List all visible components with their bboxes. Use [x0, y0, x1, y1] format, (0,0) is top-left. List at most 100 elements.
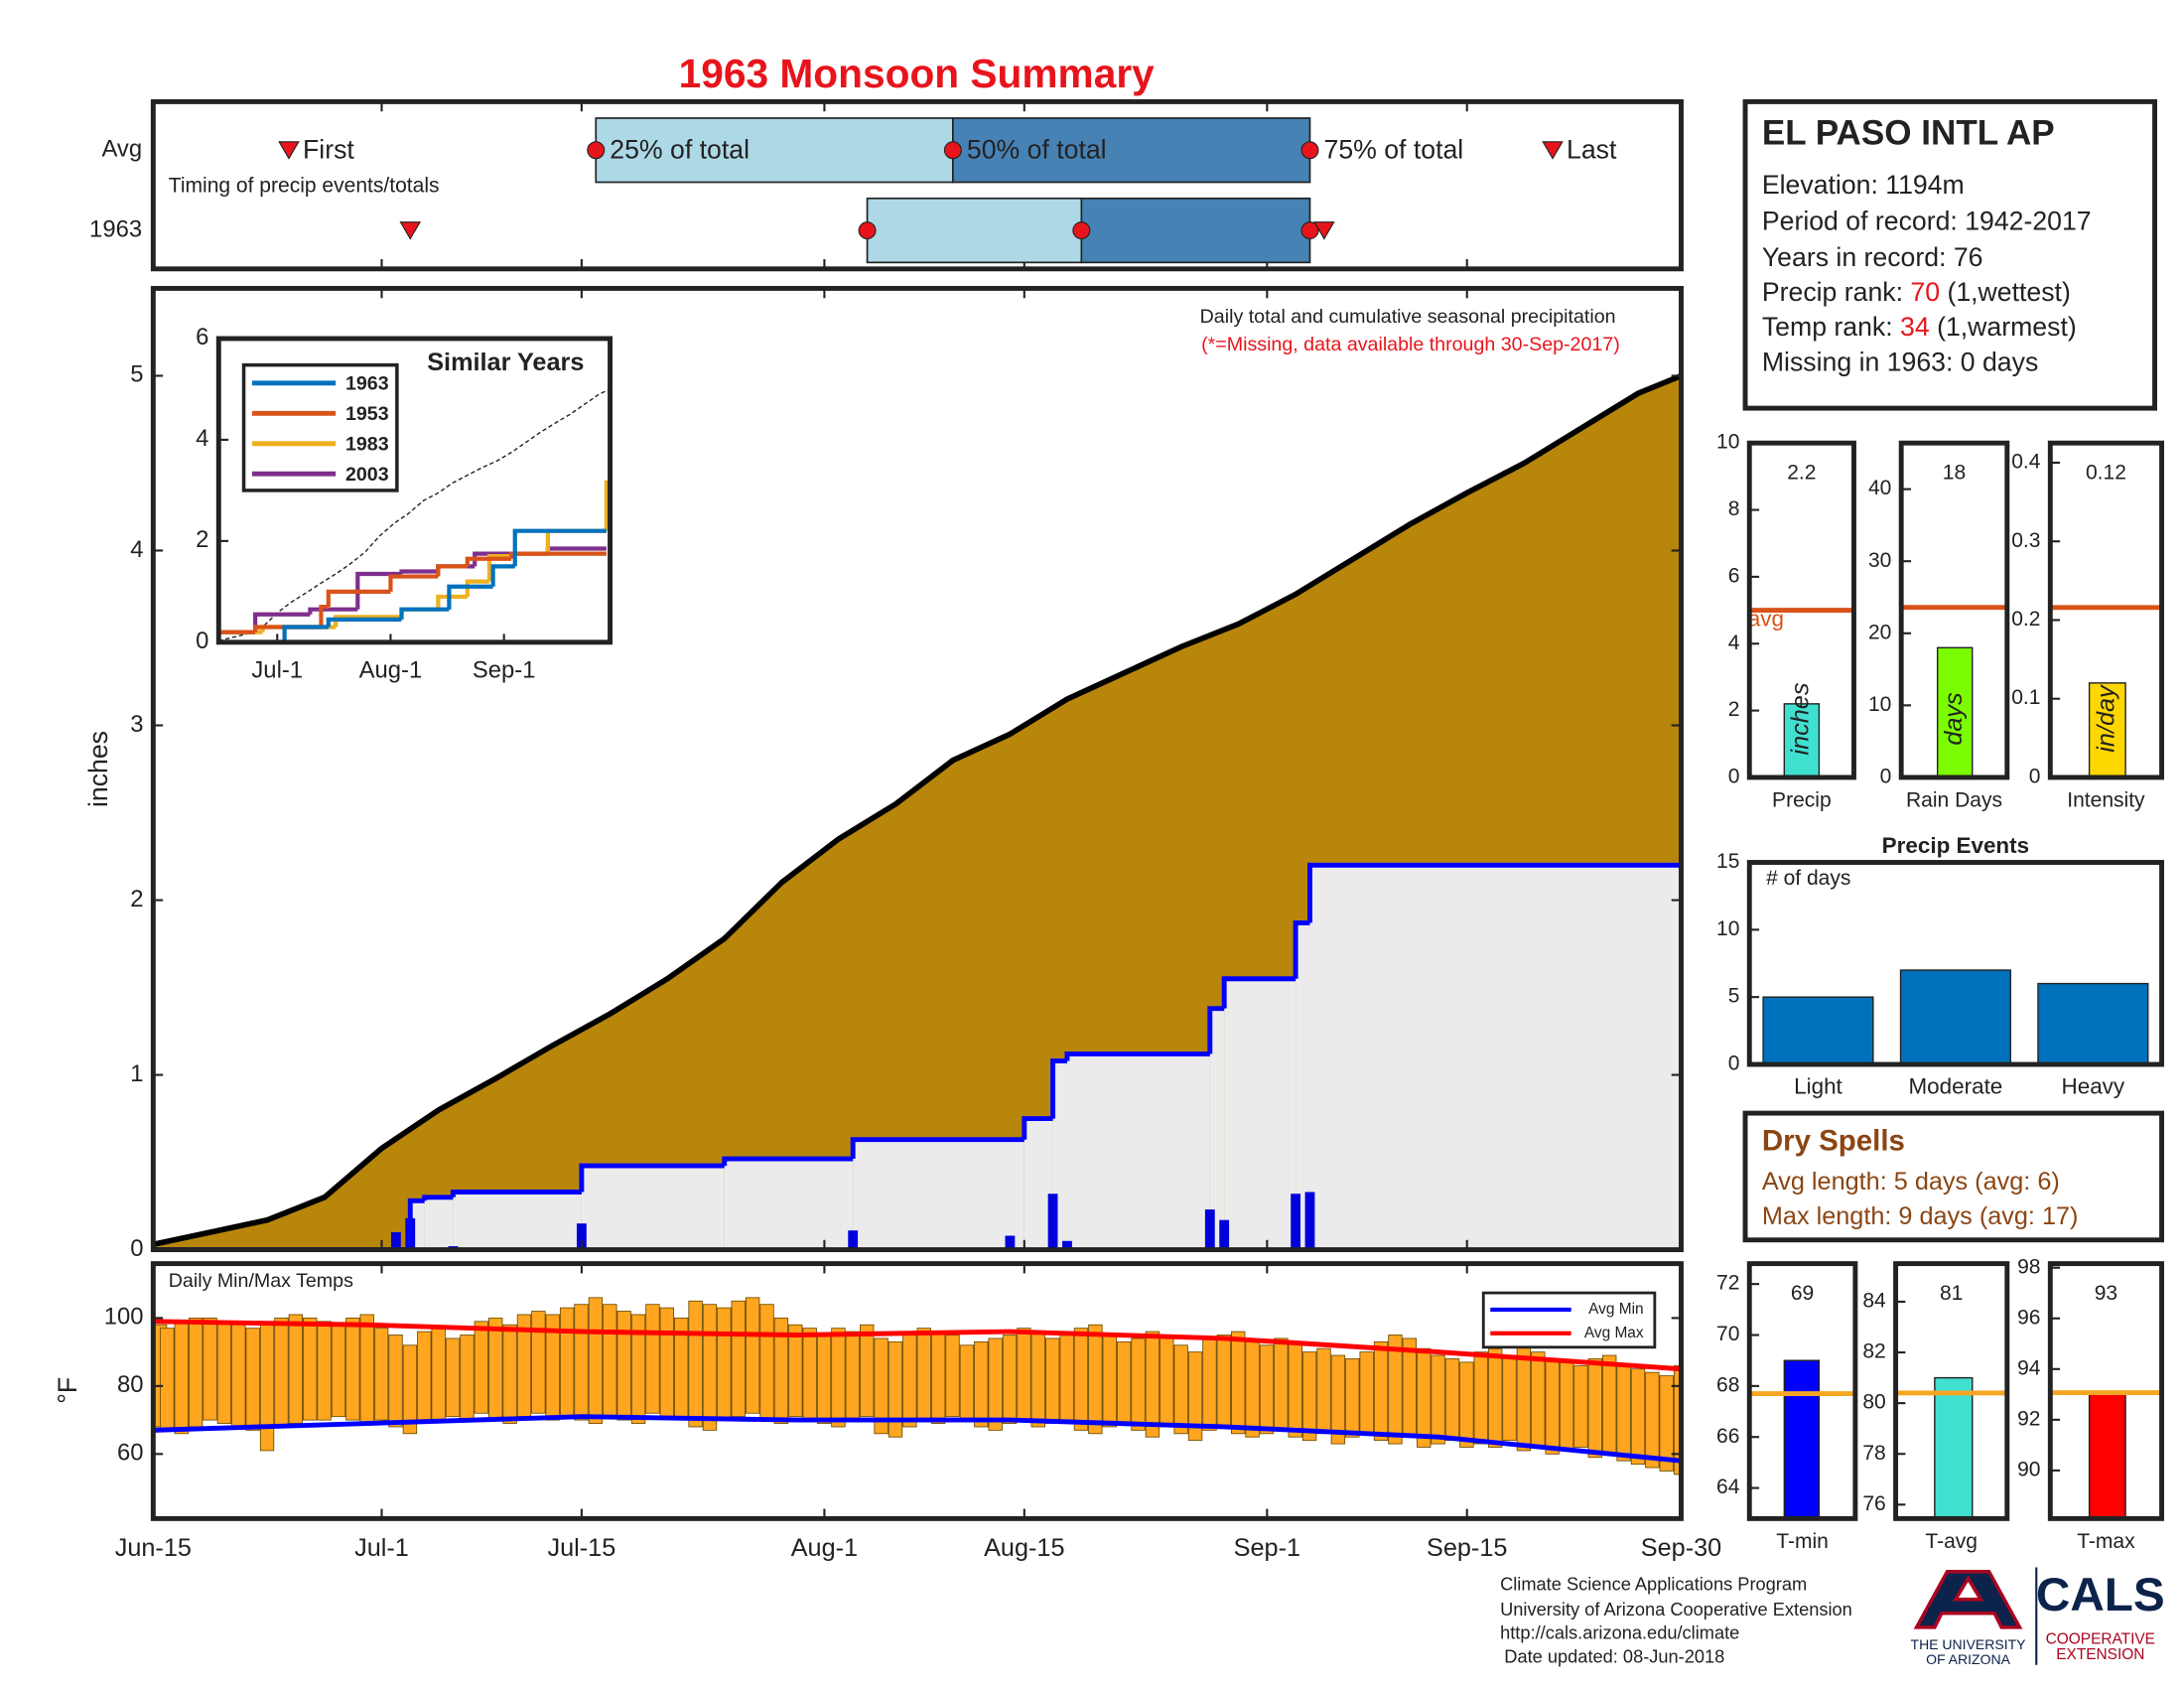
daily-bar	[1005, 1235, 1016, 1250]
inset-line	[319, 605, 329, 628]
station-line: Elevation: 1194m	[1762, 170, 1965, 200]
chart-title: Precip Events	[1882, 833, 2029, 858]
bar-label: inches	[1787, 682, 1815, 755]
panel-frame	[1746, 1261, 1858, 1521]
y-tick-label: 100	[104, 1304, 144, 1331]
observed-line	[1307, 862, 1682, 923]
inset-line	[508, 551, 607, 559]
observed-area	[424, 1196, 454, 1250]
x-tick-label: Jul-15	[547, 1534, 615, 1562]
timing-span	[866, 197, 1083, 264]
avg-line	[152, 372, 1683, 1248]
y-tick-label: 68	[1716, 1373, 1739, 1396]
y-tick-label: 78	[1862, 1442, 1885, 1465]
panel-frame	[215, 336, 613, 645]
panel-frame	[150, 1261, 1684, 1521]
temp-rank: Temp rank: 34 (1,warmest)	[1762, 312, 2077, 342]
inset-line	[326, 589, 391, 608]
temp-bar	[388, 1335, 403, 1428]
temp-bar	[317, 1321, 332, 1421]
cals-extension: COOPERATIVE	[2046, 1631, 2155, 1648]
observed-area	[1296, 922, 1310, 1250]
y-tick-label: 30	[1868, 549, 1891, 572]
daily-bar	[1062, 1240, 1072, 1250]
temp-bar	[373, 1328, 389, 1421]
temp-bar	[1359, 1351, 1374, 1435]
temp-bar	[460, 1335, 475, 1421]
value-label: 0.12	[2086, 462, 2126, 485]
daily-bar	[1204, 1209, 1215, 1250]
row-label: 1963	[89, 215, 142, 242]
y-tick-label: 15	[1716, 850, 1739, 873]
footer-line: University of Arizona Cooperative Extens…	[1500, 1599, 1852, 1619]
y-tick-label: 8	[1728, 497, 1740, 520]
x-tick-label: Aug-1	[791, 1534, 858, 1562]
legend-box	[1481, 1291, 1657, 1349]
page-title: 1963 Monsoon Summary	[679, 51, 1156, 96]
y-tick-label: 0	[130, 1235, 143, 1262]
marker-label: 50% of total	[967, 135, 1107, 165]
footer-line: Climate Science Applications Program	[1500, 1574, 1807, 1595]
temp-bar	[1274, 1337, 1289, 1431]
observed-area	[1209, 1008, 1225, 1250]
temp-bar	[959, 1344, 975, 1421]
panel-frame	[2047, 1261, 2165, 1521]
observed-line	[1022, 1116, 1053, 1140]
value-label: 2.2	[1787, 462, 1816, 485]
y-tick-label: 4	[196, 425, 208, 452]
temp-bar	[1073, 1328, 1089, 1431]
temp-bar	[445, 1337, 461, 1418]
value-label: 18	[1943, 462, 1966, 485]
temp-bar	[1316, 1347, 1331, 1435]
inset-line	[436, 564, 468, 577]
temp-bar	[745, 1297, 760, 1414]
observed-line	[450, 1190, 582, 1197]
station-line: Period of record: 1942-2017	[1762, 207, 2092, 236]
temp-bar	[688, 1300, 703, 1428]
temp-bar	[1545, 1358, 1560, 1455]
inset-title: Similar Years	[427, 349, 584, 376]
legend-label: 1983	[345, 433, 389, 455]
temp-bar	[860, 1324, 875, 1418]
ua-logo	[1913, 1569, 2023, 1629]
rank-note: (1,wettest)	[1947, 277, 2070, 307]
x-axis-label: Precip	[1772, 788, 1832, 811]
observed-line	[407, 1197, 425, 1250]
bar	[1783, 1359, 1821, 1520]
bar	[1783, 703, 1821, 778]
footer-line: http://cals.arizona.edu/climate	[1500, 1622, 1739, 1643]
event-marker	[278, 141, 300, 160]
inset-line	[512, 528, 607, 567]
y-tick-label: 76	[1862, 1492, 1885, 1515]
y-tick-label: 4	[1728, 632, 1740, 654]
inset-line	[308, 607, 358, 615]
marker-label: First	[303, 135, 354, 165]
y-tick-label: 98	[2017, 1255, 2040, 1278]
legend-label: 1963	[345, 372, 389, 394]
temp-bar	[1459, 1361, 1474, 1448]
event-bar	[1762, 996, 1874, 1065]
panel-frame	[2047, 440, 2165, 780]
temp-bar	[802, 1328, 817, 1421]
temp-bar	[1288, 1340, 1302, 1438]
observed-line	[1221, 976, 1297, 1009]
inset-line	[465, 579, 489, 597]
rank-value: 70	[1910, 277, 1940, 307]
inset-line	[399, 607, 450, 620]
temp-bar	[1131, 1337, 1146, 1431]
temp-bar	[417, 1331, 432, 1424]
temp-bar	[1173, 1344, 1188, 1435]
temp-bar	[588, 1297, 604, 1424]
temp-bar	[402, 1344, 418, 1435]
temp-bar	[1216, 1335, 1232, 1428]
legend-label: 1953	[345, 403, 389, 425]
total-marker	[587, 141, 606, 160]
temp-bar	[1259, 1344, 1275, 1435]
y-tick-label: 4	[130, 536, 143, 563]
y-tick-label: 10	[1716, 431, 1739, 454]
temp-bar	[1659, 1375, 1674, 1472]
temp-bar	[845, 1331, 861, 1421]
marker-label: 25% of total	[610, 135, 750, 165]
temp-bar	[245, 1328, 260, 1431]
temp-bar	[259, 1321, 275, 1452]
